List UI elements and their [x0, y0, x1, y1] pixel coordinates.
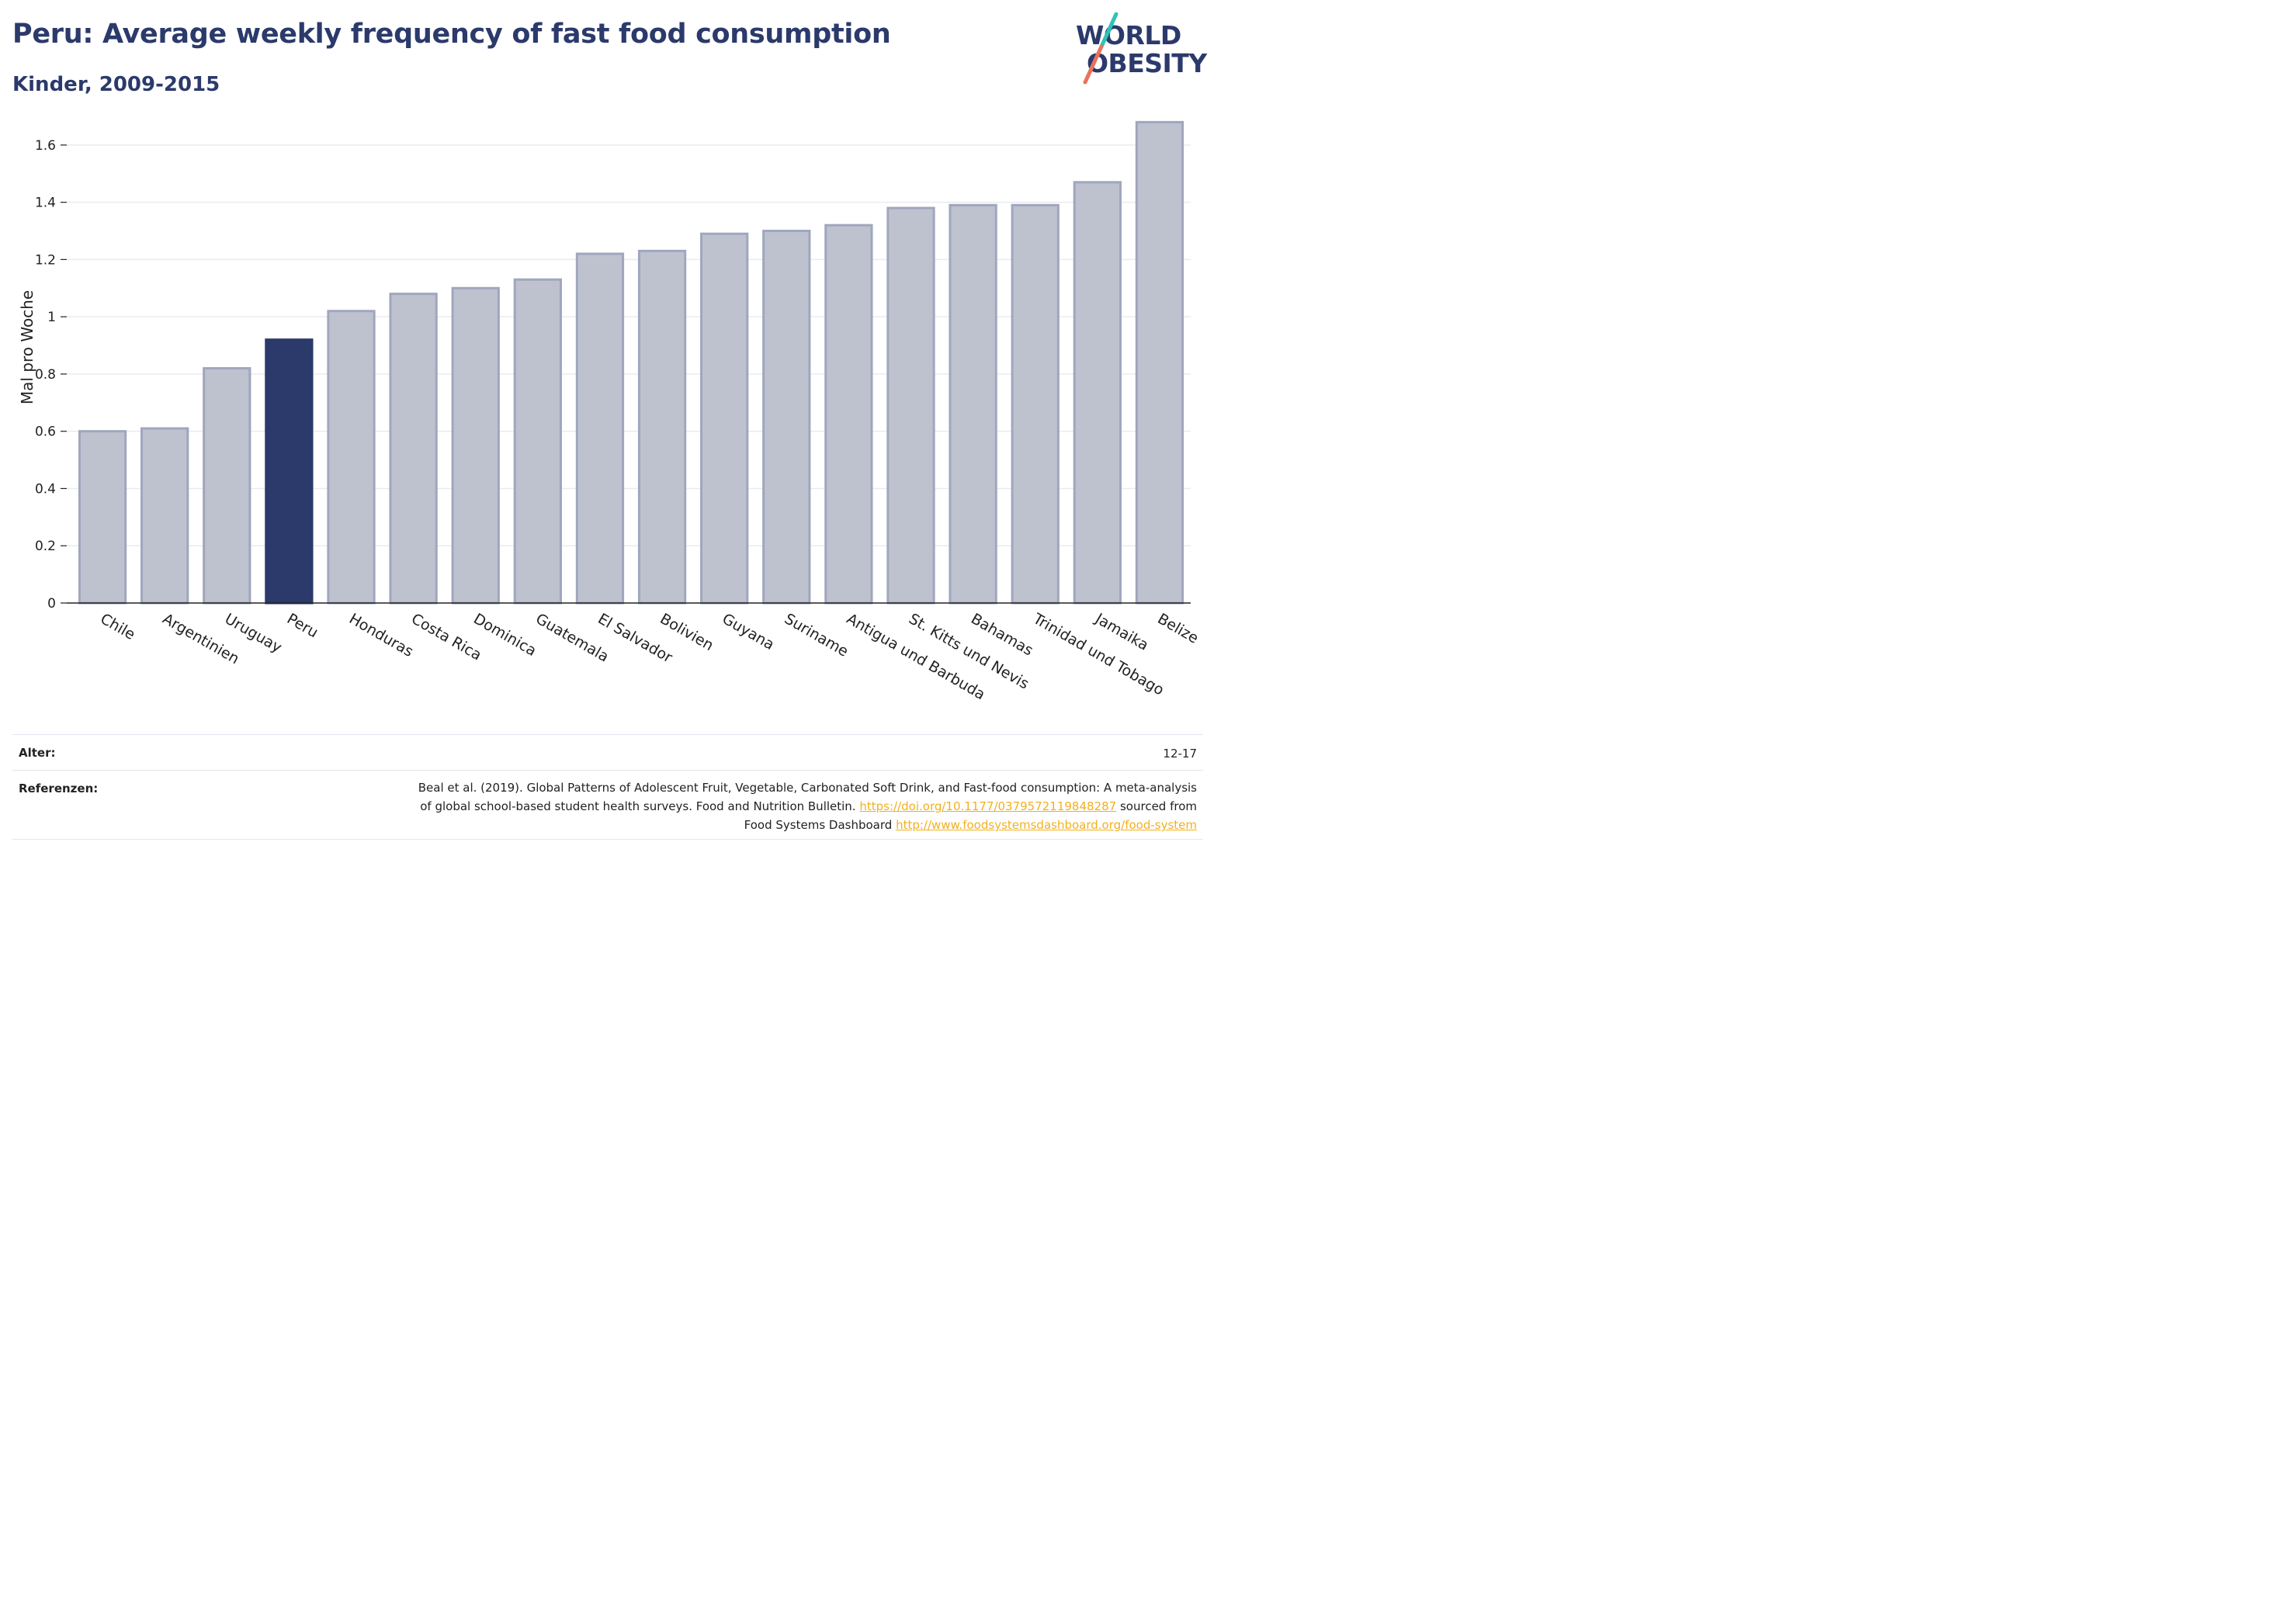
- chart-subtitle: Kinder, 2009-2015: [12, 73, 220, 96]
- logo-text-line1: WORLD: [1076, 20, 1181, 50]
- y-tick-label: 1.6: [35, 138, 56, 154]
- world-obesity-logo[interactable]: WORLD OBESITY: [1073, 12, 1207, 87]
- y-tick-label: 1.2: [35, 252, 56, 268]
- bar-trinidad-und-tobago[interactable]: [1011, 203, 1060, 605]
- chart-title: Peru: Average weekly frequency of fast f…: [12, 19, 891, 50]
- doi-link[interactable]: https://doi.org/10.1177/0379572119848287: [859, 799, 1117, 813]
- chart-footer: Alter: 12-17 Referenzen: Beal et al. (20…: [12, 734, 1203, 840]
- age-label: Alter:: [19, 746, 56, 760]
- reference-line-2: of global school-based student health su…: [418, 797, 1197, 816]
- x-category-label: Suriname: [782, 610, 851, 660]
- y-tick-label: 0.6: [35, 425, 56, 440]
- bar-suriname[interactable]: [762, 230, 811, 605]
- y-axis-title: Mal pro Woche: [18, 290, 36, 404]
- bar-bolivien[interactable]: [637, 249, 687, 605]
- age-value: 12-17: [1163, 747, 1197, 761]
- bar-antigua-und-barbuda[interactable]: [824, 224, 873, 605]
- gridlines: [67, 144, 1191, 546]
- food-systems-dashboard-link[interactable]: http://www.foodsystemsdashboard.org/food…: [896, 818, 1197, 832]
- references-text: Beal et al. (2019). Global Patterns of A…: [418, 778, 1197, 834]
- y-tick-label: 0: [47, 596, 56, 612]
- y-tick-label: 0.8: [35, 367, 56, 383]
- footer-references-row: Referenzen: Beal et al. (2019). Global P…: [12, 770, 1203, 840]
- y-tick-label: 0.4: [35, 481, 56, 497]
- y-tick-label: 1: [47, 310, 56, 325]
- reference-line-2-suffix: sourced from: [1119, 799, 1197, 813]
- bar-bahamas[interactable]: [949, 203, 997, 605]
- reference-line-1: Beal et al. (2019). Global Patterns of A…: [418, 781, 1197, 795]
- y-axis-ticks: 0 0.2 0.4 0.6 0.8 1 1.2 1.4 1.6: [35, 138, 67, 612]
- logo-text-line2: OBESITY: [1087, 48, 1207, 78]
- logo-slash-icon: [1083, 12, 1119, 85]
- x-category-label: Chile: [98, 610, 138, 643]
- bar-jamaika[interactable]: [1073, 181, 1122, 605]
- references-label: Referenzen:: [19, 782, 99, 795]
- bar-argentinien[interactable]: [140, 427, 189, 605]
- x-category-label: Honduras: [346, 610, 416, 660]
- bar-chart: 00.20.40.60.811.21.41.6 Chile Argentinien…: [18, 120, 1202, 704]
- x-category-label: Peru: [284, 610, 321, 641]
- bar-uruguay[interactable]: [203, 367, 251, 605]
- bar-dominica[interactable]: [451, 286, 500, 605]
- y-tick-label: 1.4: [35, 196, 56, 211]
- x-category-label: Belize: [1154, 610, 1201, 647]
- bar-el-salvador[interactable]: [575, 252, 625, 605]
- footer-age-row: Alter: 12-17: [12, 734, 1203, 771]
- y-tick-label: 0.2: [35, 539, 56, 554]
- bar-costa-rica[interactable]: [389, 293, 438, 605]
- bar-belize[interactable]: [1135, 120, 1184, 605]
- reference-line-3-text: Food Systems Dashboard: [744, 818, 893, 832]
- bar-chile[interactable]: [78, 430, 127, 605]
- reference-line-2-text: of global school-based student health su…: [420, 799, 856, 813]
- bar-honduras[interactable]: [327, 310, 376, 605]
- bar-st-kitts-und-nevis[interactable]: [886, 206, 935, 605]
- bar-guatemala[interactable]: [513, 278, 562, 605]
- bars: [78, 120, 1184, 605]
- x-category-label: Costa Rica: [408, 610, 484, 664]
- bar-peru[interactable]: [265, 338, 314, 605]
- x-category-label: Guyana: [720, 610, 778, 653]
- bar-guyana[interactable]: [700, 232, 749, 605]
- reference-line-3: Food Systems Dashboard http://www.foodsy…: [418, 816, 1197, 834]
